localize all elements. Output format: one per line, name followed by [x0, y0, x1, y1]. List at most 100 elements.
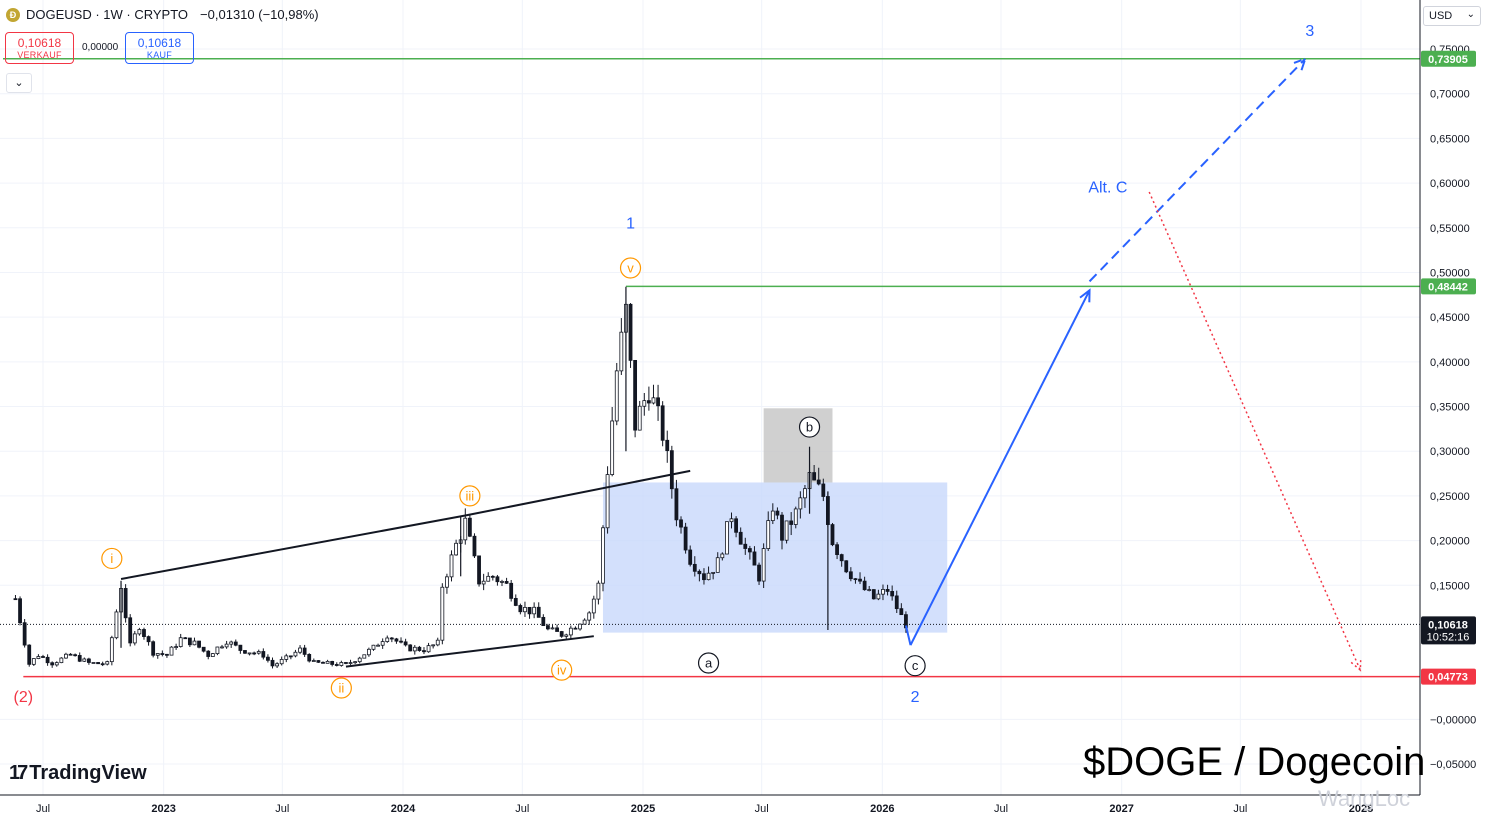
x-tick-label: 2023	[151, 803, 175, 815]
candle-body	[651, 397, 656, 404]
candle-body	[403, 641, 408, 646]
wave-label: Alt. C	[1088, 180, 1127, 197]
x-tick-label: 2024	[391, 803, 416, 815]
currency-select[interactable]: USD ⌄	[1423, 6, 1481, 26]
candle-body	[45, 656, 50, 664]
buy-price: 0,10618	[137, 36, 182, 50]
x-tick-label: 2028	[1349, 803, 1373, 815]
candle-body	[587, 612, 592, 621]
price-badge-label: 0,73905	[1428, 54, 1468, 66]
candle-body	[422, 650, 426, 653]
y-tick-label: 0,70000	[1430, 89, 1470, 101]
candle-body	[82, 658, 87, 662]
candle-body	[54, 662, 59, 666]
candle-body	[472, 535, 477, 557]
watermark: WangLoc	[1318, 786, 1411, 811]
candle-body	[399, 640, 403, 643]
candle-body	[614, 370, 619, 422]
candle-body	[261, 651, 266, 658]
candle-body	[311, 660, 316, 662]
wave-label: 2	[911, 689, 920, 706]
wave-label-circle	[330, 677, 352, 699]
candle-body	[715, 557, 720, 573]
x-tick-label: 2027	[1109, 803, 1133, 815]
candle-body	[206, 650, 211, 657]
wave-label: c	[912, 658, 919, 673]
wave-label: 1	[626, 215, 635, 232]
projection-paths	[904, 57, 1362, 672]
candle-body	[555, 627, 559, 632]
candle-body	[128, 617, 133, 644]
candle-body	[885, 589, 890, 592]
projection-line	[904, 625, 912, 646]
candle-body	[73, 654, 78, 657]
candlestick-series	[13, 286, 908, 669]
tradingview-logo-icon: 17	[9, 762, 28, 784]
price-badge	[1421, 668, 1476, 685]
candle-body	[798, 497, 803, 510]
candle-body	[688, 549, 693, 565]
candle-body	[137, 629, 142, 635]
price-change: −0,01310 (−10,98%)	[200, 7, 319, 22]
y-tick-label: 0,60000	[1430, 178, 1470, 190]
candle-body	[481, 580, 486, 585]
candle-body	[151, 641, 156, 656]
y-tick-label: 0,30000	[1430, 446, 1470, 458]
candle-body	[890, 591, 895, 597]
candle-body	[380, 641, 385, 646]
price-badge-countdown: 10:52:16	[1427, 631, 1470, 643]
candle-body	[266, 656, 270, 661]
tradingview-logo[interactable]: 17 TradingView	[9, 762, 147, 785]
candle-body	[41, 656, 45, 658]
candle-body	[637, 405, 642, 431]
candle-body	[316, 660, 321, 663]
candle-body	[174, 646, 179, 648]
x-tick-label: Jul	[1233, 803, 1247, 815]
candle-body	[541, 616, 546, 627]
x-tick-label: Jul	[275, 803, 289, 815]
sell-button[interactable]: 0,10618 VERKAUF	[5, 32, 74, 64]
buy-label: KAUF	[146, 50, 173, 60]
wave-label-circle	[459, 485, 481, 507]
chevron-down-icon: ⌄	[1466, 9, 1475, 20]
candle-body	[679, 519, 683, 528]
candle-body	[105, 661, 110, 665]
candle-body	[467, 517, 472, 537]
candle-body	[747, 548, 752, 553]
candle-body	[247, 652, 252, 655]
candle-body	[495, 576, 500, 583]
wave-label: v	[627, 260, 634, 275]
candle-body	[366, 648, 371, 656]
candle-body	[835, 544, 839, 555]
candle-body	[770, 510, 775, 522]
projection-arrowhead	[1350, 658, 1362, 672]
candle-body	[793, 508, 798, 525]
symbol-header[interactable]: Ð DOGEUSD · 1W · CRYPTO −0,01310 (−10,98…	[6, 7, 319, 22]
candle-body	[64, 653, 68, 659]
buy-button[interactable]: 0,10618 KAUF	[125, 32, 194, 64]
candle-body	[339, 662, 344, 666]
projection-line	[909, 289, 1091, 646]
price-badge	[1421, 278, 1476, 295]
dogecoin-coin-icon: Ð	[6, 7, 20, 22]
candle-body	[288, 655, 293, 658]
candle-body	[91, 662, 96, 664]
wave-label: b	[806, 420, 813, 435]
candle-body	[348, 662, 353, 664]
candle-body	[178, 637, 183, 647]
candle-body	[894, 595, 899, 610]
candle-body	[353, 661, 358, 664]
y-tick-label: 0,20000	[1430, 536, 1470, 548]
x-tick-label: Jul	[755, 803, 769, 815]
candle-body	[109, 637, 114, 663]
chart-grid	[0, 0, 1420, 795]
candle-body	[738, 531, 743, 545]
candle-body	[77, 655, 82, 662]
chevron-down-icon[interactable]: ⌄	[6, 73, 32, 93]
symbol-line[interactable]: DOGEUSD · 1W · CRYPTO	[26, 7, 189, 22]
projection-arrowhead	[1293, 57, 1307, 71]
candle-body	[96, 662, 100, 665]
candle-body	[22, 622, 27, 646]
